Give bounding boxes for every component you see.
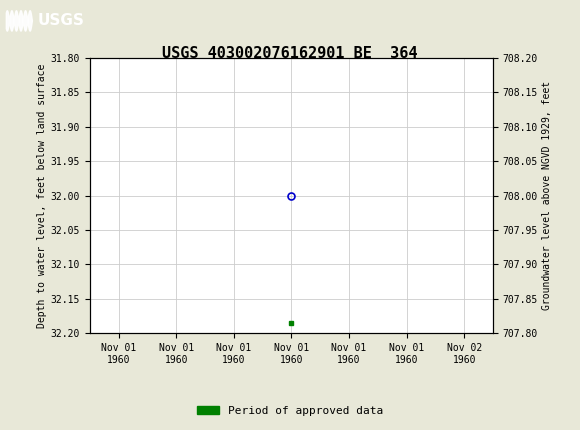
Text: USGS 403002076162901 BE  364: USGS 403002076162901 BE 364	[162, 46, 418, 61]
Y-axis label: Groundwater level above NGVD 1929, feet: Groundwater level above NGVD 1929, feet	[542, 81, 552, 310]
Legend: Period of approved data: Period of approved data	[193, 401, 387, 420]
Y-axis label: Depth to water level, feet below land surface: Depth to water level, feet below land su…	[37, 64, 46, 328]
Text: USGS: USGS	[38, 13, 85, 28]
